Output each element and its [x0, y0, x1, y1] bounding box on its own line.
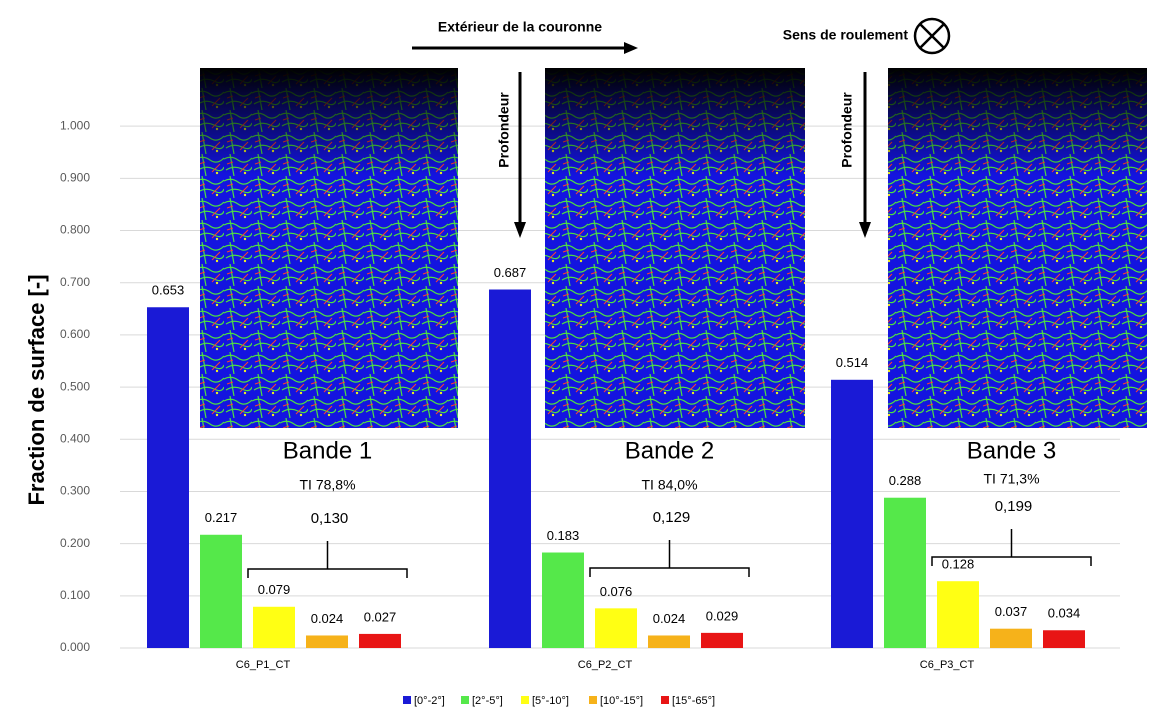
bracket — [247, 541, 408, 578]
y-tick-label: 0.300 — [60, 484, 90, 498]
rolling-symbol — [913, 17, 951, 55]
bracket — [931, 529, 1092, 566]
data-label: 0.288 — [889, 473, 922, 488]
bar — [1043, 630, 1085, 648]
y-tick-label: 1.000 — [60, 118, 90, 132]
data-label: 0.217 — [205, 510, 238, 525]
legend-swatch — [661, 696, 669, 704]
micrographs — [200, 68, 1147, 428]
y-tick-label: 0.400 — [60, 431, 90, 445]
micrograph-shade — [545, 68, 805, 428]
y-tick-label: 0.800 — [60, 223, 90, 237]
band-label: Bande 2 — [625, 437, 714, 464]
x-tick-label: C6_P3_CT — [920, 659, 975, 671]
data-label: 0.653 — [152, 283, 185, 298]
bar — [306, 635, 348, 648]
rolling-label: Sens de roulement — [783, 27, 909, 43]
legend-label: [0°-2°] — [414, 695, 445, 707]
bar — [542, 552, 584, 648]
data-label: 0.514 — [836, 355, 869, 370]
bar — [200, 534, 242, 648]
bar — [253, 606, 295, 648]
x-tick-label: C6_P2_CT — [578, 659, 633, 671]
sum-label: 0,129 — [653, 509, 691, 526]
sum-label: 0,199 — [995, 498, 1033, 515]
ti-label: TI 71,3% — [983, 471, 1039, 487]
y-tick-label: 0.200 — [60, 536, 90, 550]
bar — [359, 633, 401, 648]
bar — [884, 497, 926, 648]
legend-label: [10°-15°] — [600, 695, 643, 707]
bars — [147, 289, 1085, 648]
direction-label: Extérieur de la couronne — [438, 19, 602, 35]
bar — [648, 635, 690, 648]
data-label: 0.037 — [995, 604, 1028, 619]
ti-label: TI 84,0% — [641, 477, 697, 493]
legend-label: [5°-10°] — [532, 695, 569, 707]
y-tick-label: 0.600 — [60, 327, 90, 341]
y-axis-title: Fraction de surface [-] — [24, 274, 49, 505]
bar — [147, 307, 189, 648]
y-tick-label: 0.700 — [60, 275, 90, 289]
data-label: 0.027 — [364, 609, 397, 624]
bar — [701, 632, 743, 648]
x-tick-label: C6_P1_CT — [236, 659, 291, 671]
legend-swatch — [589, 696, 597, 704]
micrograph-shade — [200, 68, 458, 428]
arrow-head — [859, 222, 871, 238]
data-label: 0.024 — [653, 611, 686, 626]
micrograph-shade — [888, 68, 1147, 428]
legend-swatch — [521, 696, 529, 704]
data-label: 0.183 — [547, 528, 580, 543]
sum-label: 0,130 — [311, 510, 349, 527]
legend-label: [15°-65°] — [672, 695, 715, 707]
depth-label: Profondeur — [839, 92, 855, 168]
legend-swatch — [461, 696, 469, 704]
data-label: 0.029 — [706, 608, 739, 623]
arrow-head — [624, 42, 638, 54]
band-label: Bande 3 — [967, 437, 1056, 464]
data-label: 0.128 — [942, 557, 975, 572]
bar — [831, 379, 873, 648]
bar — [595, 608, 637, 648]
data-label: 0.024 — [311, 611, 344, 626]
data-label: 0.687 — [494, 265, 527, 280]
ti-label: TI 78,8% — [299, 477, 355, 493]
bar — [990, 628, 1032, 648]
band-label: Bande 1 — [283, 437, 372, 464]
y-tick-label: 0.000 — [60, 640, 90, 654]
data-label: 0.079 — [258, 582, 291, 597]
bar — [937, 581, 979, 648]
legend-label: [2°-5°] — [472, 695, 503, 707]
legend-swatch — [403, 696, 411, 704]
arrow-head — [514, 222, 526, 238]
data-label: 0.076 — [600, 584, 633, 599]
bar — [489, 289, 531, 648]
data-label: 0.034 — [1048, 606, 1081, 621]
y-tick-label: 0.100 — [60, 588, 90, 602]
bracket — [589, 540, 750, 577]
depth-label: Profondeur — [496, 92, 512, 168]
y-tick-label: 0.500 — [60, 379, 90, 393]
y-tick-label: 0.900 — [60, 171, 90, 185]
rolling-symbol-x — [919, 23, 945, 49]
